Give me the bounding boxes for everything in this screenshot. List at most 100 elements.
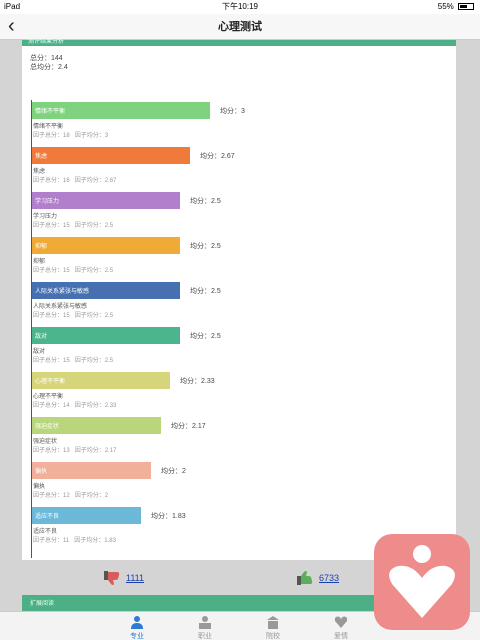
- result-header-label: 测评结果分析: [28, 39, 65, 45]
- factor-bar-label: 抑郁: [35, 244, 48, 250]
- tab-love[interactable]: 爱情: [311, 612, 371, 640]
- factor-total: 因子总分：12: [33, 493, 70, 499]
- factor-detail: 因子总分：15 因子均分：2.5: [33, 220, 113, 229]
- tab-career-label: 职业: [198, 633, 212, 640]
- chart-axis: [31, 100, 32, 558]
- factor-name: 强迫症状: [33, 439, 58, 445]
- thumbs-up-icon[interactable]: [296, 570, 314, 586]
- battery-icon: [458, 3, 474, 11]
- floating-heart-app-button[interactable]: [374, 534, 470, 630]
- factor-average: 均分：2: [161, 468, 186, 475]
- result-header-band: 测评结果分析: [22, 39, 456, 46]
- factor-detail: 因子总分：11 因子均分：1.83: [33, 535, 116, 544]
- factor-name: 情绪不平衡: [33, 124, 64, 130]
- factor-name: 适应不良: [33, 529, 58, 535]
- factor-detail: 因子总分：15 因子均分：2.5: [33, 355, 113, 364]
- factor-row: 情绪不平衡 均分：3 情绪不平衡因子总分：18 因子均分：3: [32, 102, 332, 142]
- extended-reading-label: 扩展阅读: [30, 601, 55, 607]
- factor-total: 因子总分：15: [33, 268, 70, 274]
- factor-bar: 焦虑: [32, 147, 190, 164]
- factor-average-detail: 因子均分：2.17: [74, 448, 117, 454]
- factor-total: 因子总分：18: [33, 133, 70, 139]
- factor-bar: 抑郁: [32, 237, 180, 254]
- back-button[interactable]: ‹: [8, 15, 15, 37]
- factor-name: 人际关系紧张与敏感: [33, 304, 88, 310]
- factor-row: 抑郁 均分：2.5 抑郁 因子总分：15 因子均分：2.5: [32, 237, 332, 277]
- factor-bar: 学习压力: [32, 192, 180, 209]
- factor-bar: 强迫症状: [32, 417, 161, 434]
- status-bar: iPad 下午10:19 55%: [0, 0, 480, 14]
- factor-detail: 因子总分：12 因子均分：2: [33, 490, 108, 499]
- factor-bar: 偏执: [32, 462, 151, 479]
- thumbs-down-icon[interactable]: [103, 570, 121, 586]
- factor-name: 抑郁: [33, 259, 46, 265]
- factor-detail: 因子总分：16 因子均分：2.67: [33, 175, 116, 184]
- factor-total: 因子总分：15: [33, 358, 70, 364]
- heart-icon: [334, 616, 348, 628]
- like-count[interactable]: 6733: [319, 573, 340, 583]
- total-average: 总均分：2.4: [30, 64, 68, 71]
- extended-reading-band: 扩展阅读: [22, 595, 456, 611]
- factor-average: 均分：2.67: [200, 153, 235, 160]
- factor-average-detail: 因子均分：2.5: [74, 223, 114, 229]
- factor-bar-label: 强迫症状: [35, 424, 60, 430]
- result-panel: 测评结果分析 总分：144 总均分：2.4 情绪不平衡 均分：3 情绪不平衡因子总分…: [22, 39, 456, 560]
- factor-detail: 因子总分：15 因子均分：2.5: [33, 310, 113, 319]
- factor-row: 偏执 均分：2 偏执 因子总分：12 因子均分：2: [32, 462, 332, 502]
- factor-bar-label: 情绪不平衡: [35, 109, 66, 115]
- navigation-bar: ‹ 心理测试: [0, 14, 480, 40]
- factor-bar-label: 适应不良: [35, 514, 60, 520]
- factor-bar-label: 焦虑: [35, 154, 48, 160]
- dislike-count[interactable]: 1111: [126, 573, 145, 583]
- vote-row: 1111 6733: [0, 562, 480, 592]
- factor-average: 均分：2.5: [190, 243, 221, 250]
- battery-indicator: 55%: [438, 0, 474, 14]
- summary-block: 总分：144 总均分：2.4: [30, 54, 68, 72]
- factor-average: 均分：2.5: [190, 198, 221, 205]
- factor-average-detail: 因子均分：2.67: [74, 178, 117, 184]
- factor-bar-label: 敌对: [35, 334, 48, 340]
- factor-bar-label: 学习压力: [35, 199, 60, 205]
- factor-row: 敌对 均分：2.5 敌对 因子总分：15 因子均分：2.5: [32, 327, 332, 367]
- heart-person-icon: [389, 545, 455, 618]
- status-time: 下午10:19: [221, 2, 259, 11]
- factor-name: 焦虑: [33, 169, 46, 175]
- total-score: 总分：144: [30, 55, 63, 62]
- tab-major[interactable]: 专业: [107, 612, 167, 640]
- tab-major-label: 专业: [130, 633, 144, 640]
- briefcase-icon: [199, 616, 211, 629]
- factor-total: 因子总分：14: [33, 403, 70, 409]
- factor-average: 均分：2.5: [190, 288, 221, 295]
- factor-row: 心理不平衡 均分：2.33 心理不平衡 因子总分：14 因子均分：2.33: [32, 372, 332, 412]
- factor-average: 均分：1.83: [151, 513, 186, 520]
- factor-total: 因子总分：13: [33, 448, 70, 454]
- factor-total: 因子总分：16: [33, 178, 70, 184]
- factor-name: 心理不平衡: [33, 394, 64, 400]
- tab-school-label: 院校: [266, 633, 280, 640]
- factor-total: 因子总分：15: [33, 223, 70, 229]
- factor-detail: 因子总分：15 因子均分：2.5: [33, 265, 113, 274]
- factor-average-detail: 因子均分：3: [74, 133, 109, 139]
- factor-row: 适应不良 均分：1.83 适应不良 因子总分：11 因子均分：1.83: [32, 507, 332, 547]
- tab-career[interactable]: 职业: [175, 612, 235, 640]
- device-name: iPad: [4, 2, 21, 11]
- factor-bar: 人际关系紧张与敏感: [32, 282, 180, 299]
- factor-detail: 因子总分：14 因子均分：2.33: [33, 400, 116, 409]
- tab-love-label: 爱情: [334, 633, 348, 640]
- factor-total: 因子总分：15: [33, 313, 70, 319]
- factor-bar: 心理不平衡: [32, 372, 170, 389]
- factor-average-detail: 因子均分：2.5: [74, 358, 114, 364]
- factor-total: 因子总分：11: [33, 538, 70, 544]
- factor-average-detail: 因子均分：1.83: [74, 538, 116, 544]
- factor-row: 焦虑 均分：2.67 焦虑 因子总分：16 因子均分：2.67: [32, 147, 332, 187]
- tab-school[interactable]: 院校: [243, 612, 303, 640]
- factor-bar-label: 心理不平衡: [35, 379, 66, 385]
- factor-average: 均分：2.33: [180, 378, 215, 385]
- factor-bar: 适应不良: [32, 507, 141, 524]
- factor-bar-label: 偏执: [35, 469, 48, 475]
- factor-average: 均分：3: [220, 108, 245, 115]
- factor-detail: 因子总分：13 因子均分：2.17: [33, 445, 116, 454]
- school-icon: [267, 616, 279, 629]
- factor-average-detail: 因子均分：2.5: [74, 313, 114, 319]
- factor-row: 强迫症状 均分：2.17 强迫症状 因子总分：13 因子均分：2.17: [32, 417, 332, 457]
